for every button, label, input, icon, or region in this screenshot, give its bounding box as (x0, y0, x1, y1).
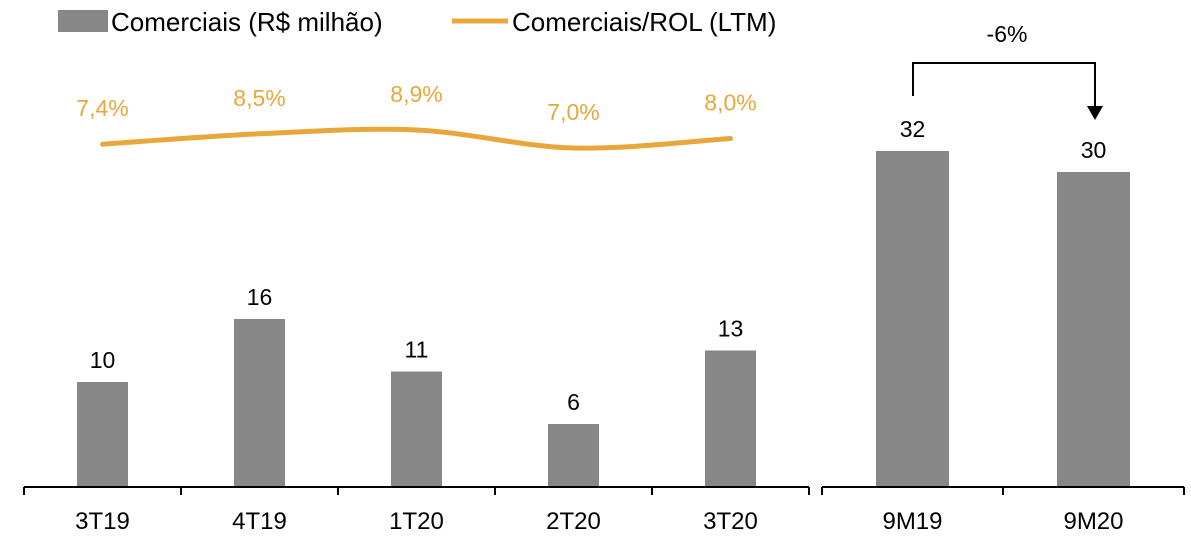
change-annotation: -6% (912, 21, 1103, 120)
bar-value-label: 10 (90, 347, 116, 373)
change-arrowhead (1087, 106, 1103, 120)
x-tick-label: 1T20 (389, 508, 444, 535)
labels-layer: 10 3T19 16 4T19 11 1T20 6 2T20 13 3T20 7,4% 8,5% 8,9… (75, 81, 1123, 535)
change-label: -6% (987, 21, 1028, 47)
ratio-value-label: 8,5% (233, 85, 285, 111)
bar (876, 151, 949, 487)
ratio-line (100, 126, 733, 151)
bar-value-label: 6 (567, 389, 580, 415)
ratio-value-label: 8,9% (390, 81, 442, 107)
legend-bar-label: Comerciais (R$ milhão) (111, 7, 383, 37)
bar (391, 371, 442, 487)
x-tick-label: 9M20 (1063, 508, 1123, 535)
ratio-value-label: 8,0% (704, 90, 756, 116)
bar-value-label: 11 (405, 337, 429, 363)
x-tick-label: 2T20 (546, 508, 601, 535)
x-tick-label: 4T19 (232, 508, 287, 535)
legend-line-label: Comerciais/ROL (LTM) (512, 7, 776, 37)
bar (548, 424, 599, 487)
ratio-value-label: 7,4% (76, 95, 128, 121)
bar (234, 319, 285, 487)
legend: Comerciais (R$ milhão) Comerciais/ROL (L… (58, 7, 776, 37)
x-tick-label: 9M19 (882, 508, 942, 535)
bars-layer (77, 151, 1130, 487)
bar-value-label: 16 (247, 284, 273, 310)
bar-value-label: 30 (1081, 137, 1107, 163)
legend-bar-swatch (58, 10, 108, 32)
x-tick-label: 3T19 (75, 508, 130, 535)
bar (77, 382, 128, 487)
axes-layer (23, 486, 1185, 495)
bar (705, 350, 756, 487)
bar-value-label: 32 (900, 116, 926, 142)
bar (1057, 172, 1130, 487)
line-layer (100, 126, 733, 151)
bar-value-label: 13 (718, 316, 744, 342)
x-tick-label: 3T20 (703, 508, 758, 535)
change-bracket (912, 62, 1096, 108)
ratio-value-label: 7,0% (547, 99, 599, 125)
